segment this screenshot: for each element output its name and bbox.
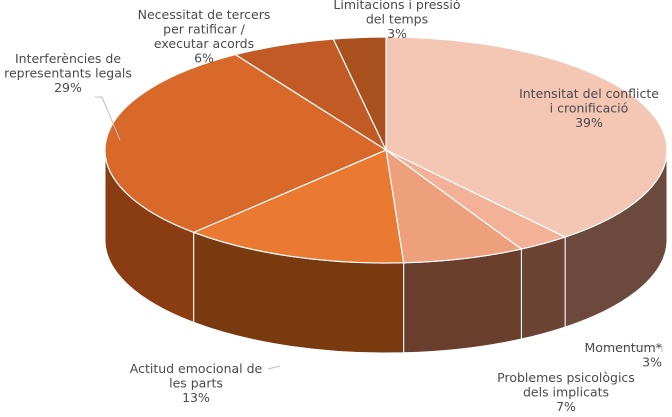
slice-label-4: Interferències de representants legals 29% — [4, 51, 132, 95]
slice-side-1 — [520, 236, 566, 340]
slice-6 — [332, 36, 387, 151]
slice-label-line: i cronificació — [550, 101, 629, 116]
slice-label-line: 13% — [182, 390, 210, 405]
slice-label-line: Intensitat del conflicte — [519, 86, 659, 101]
slice-label-line: executar acords — [154, 36, 254, 51]
slice-2 — [385, 149, 522, 264]
slice-label-line: dels implicats — [523, 385, 609, 400]
slice-0 — [385, 36, 668, 238]
slice-label-3: Actitud emocional de les parts 13% — [130, 361, 263, 405]
slice-label-line: per ratificar / — [163, 22, 245, 37]
slice-label-0: Intensitat del conflicte i cronificació 39… — [519, 86, 659, 130]
slice-4 — [104, 53, 387, 233]
slice-label-line: Problemes psicològics — [497, 370, 635, 385]
slice-3 — [193, 149, 405, 264]
slice-label-line: Necessitat de tercers — [138, 7, 271, 22]
pie-tops — [104, 36, 668, 264]
slice-label-line: del temps — [366, 12, 428, 27]
slice-label-line: Interferències de — [15, 51, 121, 66]
slice-labels: Intensitat del conflicte i cronificació 39… — [4, 0, 662, 414]
slice-label-line: les parts — [169, 376, 223, 391]
leader-line-1 — [600, 345, 663, 352]
slice-label-line: 6% — [194, 51, 214, 66]
slice-label-line: 7% — [556, 399, 576, 414]
slice-label-line: Limitacions i pressió — [333, 0, 460, 12]
slice-label-1: Momentum* 3% — [585, 340, 663, 370]
slice-label-line: representants legals — [4, 66, 132, 81]
slice-label-line: 29% — [54, 80, 82, 95]
slice-label-6: Limitacions i pressió del temps 3% — [333, 0, 460, 41]
leader-lines — [95, 96, 663, 370]
leader-line-3 — [267, 365, 281, 370]
slice-label-line: 3% — [387, 26, 407, 41]
slice-label-line: 39% — [575, 115, 603, 130]
slice-label-line: Actitud emocional de — [130, 361, 263, 376]
slice-label-line: 3% — [642, 355, 662, 370]
slice-label-line: Momentum* — [585, 340, 662, 355]
slice-label-2: Problemes psicològics dels implicats 7% — [497, 370, 635, 414]
slice-label-5: Necessitat de tercers per ratificar / exec… — [138, 7, 271, 66]
leader-line-4 — [95, 96, 121, 141]
slice-side-2 — [403, 248, 522, 354]
